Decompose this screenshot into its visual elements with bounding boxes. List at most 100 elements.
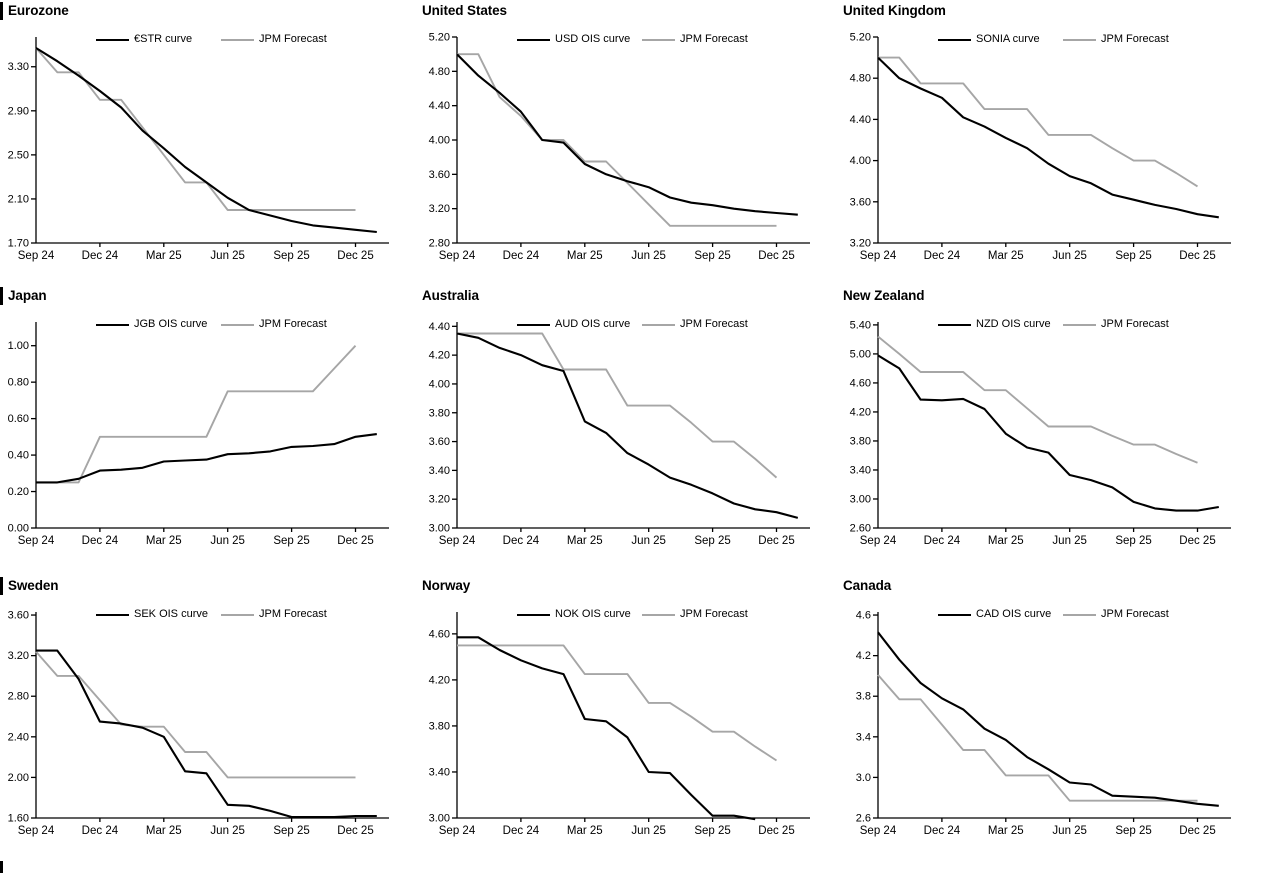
svg-text:2.80: 2.80 <box>8 691 29 703</box>
svg-text:4.20: 4.20 <box>429 350 450 362</box>
svg-text:Dec 25: Dec 25 <box>758 535 794 547</box>
plot-area: 4.60 4.20 3.80 3.40 3.00 Sep 24 Dec 24 Mar 25 Ju… <box>421 596 842 840</box>
chart-title: United States <box>422 3 507 18</box>
svg-text:2.6: 2.6 <box>856 813 871 825</box>
svg-text:Mar 25: Mar 25 <box>988 250 1024 262</box>
svg-text:Sep 24: Sep 24 <box>18 825 55 837</box>
svg-text:4.20: 4.20 <box>429 674 450 686</box>
svg-text:0.80: 0.80 <box>8 377 29 389</box>
svg-text:0.00: 0.00 <box>8 523 29 535</box>
svg-text:2.00: 2.00 <box>8 772 29 784</box>
svg-text:2.10: 2.10 <box>8 193 29 205</box>
svg-text:Dec 24: Dec 24 <box>503 535 540 547</box>
svg-text:2.90: 2.90 <box>8 105 29 117</box>
svg-text:3.60: 3.60 <box>850 196 871 208</box>
svg-text:Jun 25: Jun 25 <box>1052 825 1087 837</box>
svg-text:Sep 25: Sep 25 <box>1115 250 1151 262</box>
plot-area: 5.40 5.00 4.60 4.20 3.80 3.40 3.00 2.60 Sep 24 De… <box>842 306 1264 550</box>
chart-title: Canada <box>843 578 892 593</box>
svg-text:3.00: 3.00 <box>429 523 450 535</box>
svg-text:Jun 25: Jun 25 <box>1052 250 1087 262</box>
svg-text:3.40: 3.40 <box>429 465 450 477</box>
svg-text:Dec 25: Dec 25 <box>1179 825 1215 837</box>
svg-text:Sep 25: Sep 25 <box>273 825 309 837</box>
svg-text:3.20: 3.20 <box>850 238 871 250</box>
plot-area: 1.00 0.80 0.60 0.40 0.20 0.00 Sep 24 Dec 24 Mar … <box>0 306 421 550</box>
svg-text:4.20: 4.20 <box>850 406 871 418</box>
svg-text:3.30: 3.30 <box>8 61 29 73</box>
svg-text:5.40: 5.40 <box>850 319 871 331</box>
chart-title: United Kingdom <box>843 3 946 18</box>
chart-title: New Zealand <box>843 288 925 303</box>
svg-text:Mar 25: Mar 25 <box>567 250 603 262</box>
svg-text:4.6: 4.6 <box>856 610 871 622</box>
svg-text:4.40: 4.40 <box>850 114 871 126</box>
svg-text:Sep 25: Sep 25 <box>1115 535 1151 547</box>
svg-text:Sep 24: Sep 24 <box>860 825 897 837</box>
svg-text:3.80: 3.80 <box>429 407 450 419</box>
svg-text:3.00: 3.00 <box>850 493 871 505</box>
svg-text:Dec 25: Dec 25 <box>337 535 373 547</box>
svg-text:4.60: 4.60 <box>429 628 450 640</box>
svg-text:Dec 25: Dec 25 <box>337 250 373 262</box>
svg-text:4.00: 4.00 <box>429 135 450 147</box>
svg-text:3.80: 3.80 <box>429 720 450 732</box>
chart-title: Australia <box>422 288 479 303</box>
svg-text:Dec 25: Dec 25 <box>1179 535 1215 547</box>
chart-norway: Norway 4.60 4.20 3.80 3.40 3.00 Sep 24 Dec 24 M… <box>421 575 842 873</box>
svg-text:4.80: 4.80 <box>429 66 450 78</box>
svg-text:1.00: 1.00 <box>8 340 29 352</box>
plot-area: 4.40 4.20 4.00 3.80 3.60 3.40 3.20 3.00 Sep 24 De… <box>421 306 842 550</box>
svg-text:4.00: 4.00 <box>429 378 450 390</box>
svg-text:5.20: 5.20 <box>429 32 450 44</box>
svg-text:Dec 24: Dec 24 <box>82 825 119 837</box>
svg-text:Mar 25: Mar 25 <box>988 535 1024 547</box>
svg-text:Sep 25: Sep 25 <box>1115 825 1151 837</box>
svg-text:0.20: 0.20 <box>8 486 29 498</box>
svg-text:0.60: 0.60 <box>8 413 29 425</box>
chart-title: Eurozone <box>0 2 421 20</box>
svg-text:Dec 24: Dec 24 <box>503 250 540 262</box>
svg-text:0.40: 0.40 <box>8 450 29 462</box>
svg-text:2.80: 2.80 <box>429 238 450 250</box>
svg-text:3.0: 3.0 <box>856 772 871 784</box>
svg-text:2.40: 2.40 <box>8 731 29 743</box>
svg-text:Dec 24: Dec 24 <box>924 535 961 547</box>
chart-australia: Australia 4.40 4.20 4.00 3.80 3.60 3.40 3.20 3.… <box>421 285 842 575</box>
plot-area: 5.20 4.80 4.40 4.00 3.60 3.20 Sep 24 Dec 24 Mar … <box>842 21 1264 265</box>
svg-text:Sep 24: Sep 24 <box>18 535 55 547</box>
svg-text:4.2: 4.2 <box>856 650 871 662</box>
svg-text:Sep 25: Sep 25 <box>694 250 730 262</box>
svg-text:3.4: 3.4 <box>856 731 871 743</box>
svg-text:1.70: 1.70 <box>8 238 29 250</box>
section-bar-stub <box>0 861 3 873</box>
svg-text:4.00: 4.00 <box>850 155 871 167</box>
svg-text:3.60: 3.60 <box>429 436 450 448</box>
svg-text:Sep 24: Sep 24 <box>860 250 897 262</box>
svg-text:3.20: 3.20 <box>429 494 450 506</box>
svg-text:3.60: 3.60 <box>429 169 450 181</box>
svg-text:Sep 24: Sep 24 <box>18 250 55 262</box>
svg-text:Sep 25: Sep 25 <box>694 825 730 837</box>
svg-text:Dec 25: Dec 25 <box>758 250 794 262</box>
svg-text:1.60: 1.60 <box>8 813 29 825</box>
chart-title: Norway <box>422 578 471 593</box>
svg-text:3.40: 3.40 <box>850 464 871 476</box>
svg-text:Sep 25: Sep 25 <box>273 535 309 547</box>
svg-text:Dec 24: Dec 24 <box>503 825 540 837</box>
svg-text:2.60: 2.60 <box>850 523 871 535</box>
svg-text:Sep 25: Sep 25 <box>694 535 730 547</box>
chart-title: Japan <box>0 287 421 305</box>
svg-text:Dec 24: Dec 24 <box>82 250 119 262</box>
svg-text:3.20: 3.20 <box>8 650 29 662</box>
svg-text:Dec 25: Dec 25 <box>337 825 373 837</box>
